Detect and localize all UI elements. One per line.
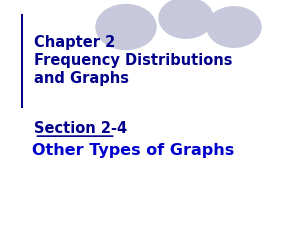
Circle shape <box>96 4 156 50</box>
Text: Other Types of Graphs: Other Types of Graphs <box>32 143 234 158</box>
Bar <box>21 14 23 108</box>
Text: Chapter 2: Chapter 2 <box>34 35 116 50</box>
Circle shape <box>207 7 261 47</box>
Circle shape <box>159 0 213 38</box>
Text: Frequency Distributions: Frequency Distributions <box>34 53 233 68</box>
Text: and Graphs: and Graphs <box>34 71 130 86</box>
Text: Section 2-4: Section 2-4 <box>34 121 128 136</box>
